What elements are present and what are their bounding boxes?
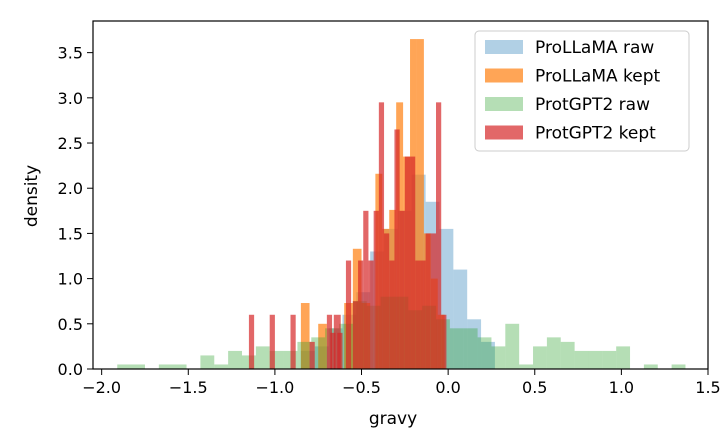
histogram-bar	[384, 233, 390, 369]
histogram-bar	[337, 332, 343, 369]
histogram-bar	[345, 260, 352, 369]
y-axis-label: density	[22, 165, 42, 227]
histogram-bar	[602, 350, 617, 369]
histogram-bar	[255, 346, 270, 369]
histogram-bar	[546, 337, 561, 369]
histogram-bar	[420, 260, 426, 369]
legend: ProLLaMA raw ProLLaMA kept ProtGPT2 raw Pro…	[474, 30, 690, 152]
legend-box	[474, 30, 690, 152]
y-tick-label: 2.5	[58, 134, 83, 153]
histogram-bar	[214, 364, 229, 369]
legend-entry-label: ProtGPT2 kept	[535, 124, 656, 144]
histogram-bar	[453, 269, 468, 369]
bars-layer	[117, 39, 686, 369]
histogram-bar	[467, 319, 482, 369]
histogram-bar	[352, 301, 359, 369]
y-tick-label: 0.0	[58, 360, 83, 379]
histogram-bar	[318, 323, 327, 369]
histogram-bar	[671, 364, 686, 369]
histogram-bar	[300, 303, 310, 369]
histogram-bar	[378, 102, 385, 369]
histogram-bar	[326, 314, 333, 369]
histogram-bar	[200, 355, 215, 369]
y-tick-label: 1.0	[58, 270, 83, 289]
legend-swatch	[485, 97, 523, 111]
histogram-bar	[505, 323, 520, 369]
x-tick-label: 1.5	[695, 378, 720, 397]
x-tick-label: 0.0	[435, 378, 460, 397]
x-tick-label: −0.5	[342, 378, 381, 397]
legend-entry-label: ProLLaMA kept	[535, 67, 661, 87]
histogram-bar	[309, 341, 315, 369]
histogram-bar	[399, 210, 405, 369]
y-tick-label: 3.0	[58, 89, 83, 108]
y-tick-label: 2.0	[58, 179, 83, 198]
histogram-bar	[297, 341, 312, 369]
legend-entry-label: ProtGPT2 raw	[535, 95, 650, 115]
plot-frame	[92, 20, 709, 370]
y-tick-label: 0.5	[58, 315, 83, 334]
histogram-bar	[560, 341, 575, 369]
histogram-bar	[228, 350, 242, 369]
histogram-bar	[410, 156, 416, 369]
histogram-bar	[368, 260, 374, 369]
histogram-bar	[389, 260, 395, 369]
histogram-bar	[358, 260, 364, 369]
x-tick-label: −2.0	[82, 378, 121, 397]
y-tick-label: 1.5	[58, 224, 83, 243]
histogram-bar	[373, 210, 379, 369]
histogram-bar	[117, 364, 145, 369]
histogram-bar	[394, 129, 400, 369]
x-tick-label: −1.0	[255, 378, 294, 397]
histogram-bar	[463, 328, 478, 369]
histogram-bar	[158, 364, 187, 369]
histogram-bar	[330, 332, 336, 369]
histogram-bar	[430, 233, 437, 369]
histogram-bar	[533, 346, 547, 369]
histogram-bar	[425, 233, 431, 369]
histogram-bar	[519, 364, 534, 369]
histogram-bar	[269, 314, 275, 369]
series-3	[248, 102, 447, 369]
histogram-bar	[290, 314, 296, 369]
legend-swatch	[485, 68, 523, 83]
histogram-bar	[415, 260, 421, 369]
histogram-bar	[574, 350, 589, 369]
histogram-bar	[416, 39, 424, 369]
legend-swatch	[485, 125, 523, 140]
histogram-bar	[588, 350, 603, 369]
x-tick-label: 1.0	[609, 378, 634, 397]
histogram-bar	[491, 346, 506, 369]
histogram-bar	[643, 364, 658, 369]
y-tick-label: 3.5	[58, 44, 83, 63]
legend-entry-label: ProLLaMA raw	[535, 38, 654, 58]
histogram-bar	[616, 346, 631, 369]
x-axis-label: gravy	[369, 409, 417, 429]
legend-swatch	[485, 40, 523, 54]
histogram-bar	[363, 210, 369, 369]
histogram-bar	[481, 341, 495, 369]
axes-layer: −2.0 −1.5 −1.0 −0.5 0.0 0.5 1.0 1.5 0.0 0.5 1.0 1.5…	[58, 20, 721, 397]
histogram-bar	[477, 337, 492, 369]
histogram-bar	[449, 328, 464, 369]
histogram-bar	[248, 314, 255, 369]
x-tick-label: −1.5	[169, 378, 208, 397]
histogram-bar	[441, 314, 447, 369]
x-tick-label: 0.5	[522, 378, 547, 397]
histogram-bar	[436, 102, 442, 369]
histogram-bar	[333, 314, 341, 369]
histogram-bar	[404, 156, 411, 369]
